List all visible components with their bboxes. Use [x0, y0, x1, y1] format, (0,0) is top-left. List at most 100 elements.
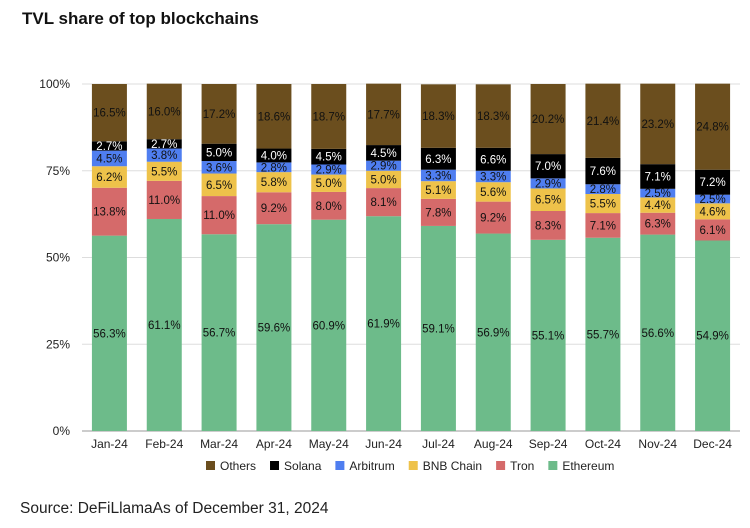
- bar-segment-others: [201, 84, 237, 144]
- data-label: 5.0%: [370, 174, 396, 186]
- bar-segment-arbitrum: [585, 184, 621, 194]
- data-label: 4.5%: [316, 152, 342, 164]
- bar-segment-others: [91, 84, 127, 142]
- data-label: 56.3%: [93, 328, 126, 340]
- y-tick-label: 25%: [46, 337, 70, 351]
- data-label: 2.9%: [316, 165, 342, 177]
- bar-segment-bnb-chain: [530, 188, 566, 212]
- bar-segment-others: [420, 84, 456, 148]
- bar-segment-solana: [420, 147, 456, 170]
- data-label: 5.5%: [590, 199, 616, 211]
- bar-segment-arbitrum: [420, 169, 456, 182]
- bar-segment-ethereum: [530, 239, 566, 431]
- bar-segment-ethereum: [640, 234, 676, 431]
- bar-segment-ethereum: [91, 235, 127, 431]
- data-label: 2.8%: [590, 184, 616, 196]
- source-note: Source: DeFiLlamaAs of December 31, 2024: [20, 500, 329, 517]
- bar-segment-solana: [146, 139, 182, 149]
- data-label: 24.8%: [696, 122, 729, 134]
- legend-label: BNB Chain: [423, 459, 482, 473]
- legend-label: Solana: [284, 459, 322, 473]
- data-label: 4.0%: [261, 150, 287, 162]
- data-label: 23.2%: [641, 119, 674, 131]
- bar-segment-tron: [420, 198, 456, 226]
- bar-segment-ethereum: [585, 237, 621, 431]
- bar-segment-arbitrum: [640, 188, 676, 198]
- bar-segment-arbitrum: [91, 150, 127, 167]
- bar-segment-solana: [695, 169, 731, 195]
- data-label: 55.1%: [532, 330, 565, 342]
- data-label: 6.2%: [96, 172, 122, 184]
- bar-segment-bnb-chain: [146, 161, 182, 181]
- y-tick-label: 100%: [39, 77, 70, 91]
- bar-segment-solana: [256, 148, 292, 163]
- data-label: 56.6%: [641, 328, 674, 340]
- bar-segment-others: [640, 83, 676, 165]
- bar-segment-others: [311, 84, 347, 149]
- y-tick-label: 0%: [53, 424, 71, 438]
- gridlines: [82, 83, 740, 432]
- data-label: 61.9%: [367, 319, 400, 331]
- data-label: 5.5%: [151, 166, 177, 178]
- data-label: 6.5%: [535, 195, 561, 207]
- bar-segment-bnb-chain: [91, 166, 127, 188]
- bar-segment-others: [695, 83, 731, 170]
- bar-segment-arbitrum: [201, 161, 237, 174]
- data-label: 2.5%: [699, 194, 725, 206]
- data-label: 6.1%: [699, 225, 725, 237]
- bar-segment-arbitrum: [146, 148, 182, 162]
- data-label: 9.2%: [480, 213, 506, 225]
- legend-label: Others: [220, 459, 256, 473]
- bar-segment-arbitrum: [366, 160, 402, 171]
- data-label: 7.1%: [590, 220, 616, 232]
- data-label: 18.3%: [477, 111, 510, 123]
- data-label: 6.6%: [480, 154, 506, 166]
- data-label: 11.0%: [148, 195, 180, 207]
- data-label: 59.1%: [422, 323, 455, 335]
- legend-swatch: [548, 461, 558, 470]
- bar-segment-bnb-chain: [695, 203, 731, 220]
- x-tick-label: Sep-24: [529, 437, 568, 451]
- bars: 56.3%13.8%6.2%4.5%2.7%16.5%61.1%11.0%5.5…: [91, 83, 731, 431]
- data-label: 61.1%: [148, 320, 181, 332]
- bar-segment-tron: [91, 187, 127, 236]
- data-label: 7.1%: [645, 171, 671, 183]
- bar-segment-tron: [530, 211, 566, 240]
- data-label: 20.2%: [532, 114, 565, 126]
- data-label: 4.5%: [96, 153, 122, 165]
- data-label: 54.9%: [696, 331, 729, 343]
- x-tick-label: May-24: [309, 437, 349, 451]
- data-label: 5.0%: [316, 178, 342, 190]
- legend-label: Arbitrum: [349, 459, 394, 473]
- bar-segment-tron: [695, 219, 731, 241]
- bar-segment-arbitrum: [311, 164, 347, 175]
- bar-segment-tron: [201, 196, 237, 235]
- bar-segment-bnb-chain: [366, 170, 402, 189]
- data-label: 8.3%: [535, 220, 561, 232]
- data-label: 2.9%: [535, 178, 561, 190]
- bar-segment-tron: [640, 212, 676, 235]
- legend: Others Solana Arbitrum BNB Chain Tron Ethereu…: [206, 459, 614, 473]
- bar-segment-tron: [585, 213, 621, 238]
- data-label: 3.3%: [425, 170, 451, 182]
- legend-swatch: [270, 461, 280, 470]
- bar-segment-ethereum: [420, 225, 456, 431]
- bar-segment-tron: [146, 180, 182, 219]
- bar-segment-arbitrum: [475, 170, 511, 183]
- data-label: 8.0%: [316, 201, 342, 213]
- legend-swatch: [206, 461, 215, 470]
- y-axis-ticks: 0% 25% 50% 75% 100%: [39, 77, 70, 438]
- data-label: 2.8%: [261, 162, 287, 174]
- data-label: 21.4%: [587, 116, 620, 128]
- y-tick-label: 75%: [46, 164, 70, 178]
- legend-label: Tron: [510, 459, 534, 473]
- bar-segment-ethereum: [201, 234, 237, 431]
- data-label: 18.7%: [312, 111, 345, 123]
- data-label: 18.6%: [258, 111, 291, 123]
- bar-segment-ethereum: [475, 233, 511, 431]
- bar-segment-bnb-chain: [201, 173, 237, 197]
- bar-segment-solana: [585, 157, 621, 185]
- bar-segment-others: [530, 84, 566, 155]
- y-tick-label: 50%: [46, 251, 70, 265]
- data-label: 56.9%: [477, 327, 510, 339]
